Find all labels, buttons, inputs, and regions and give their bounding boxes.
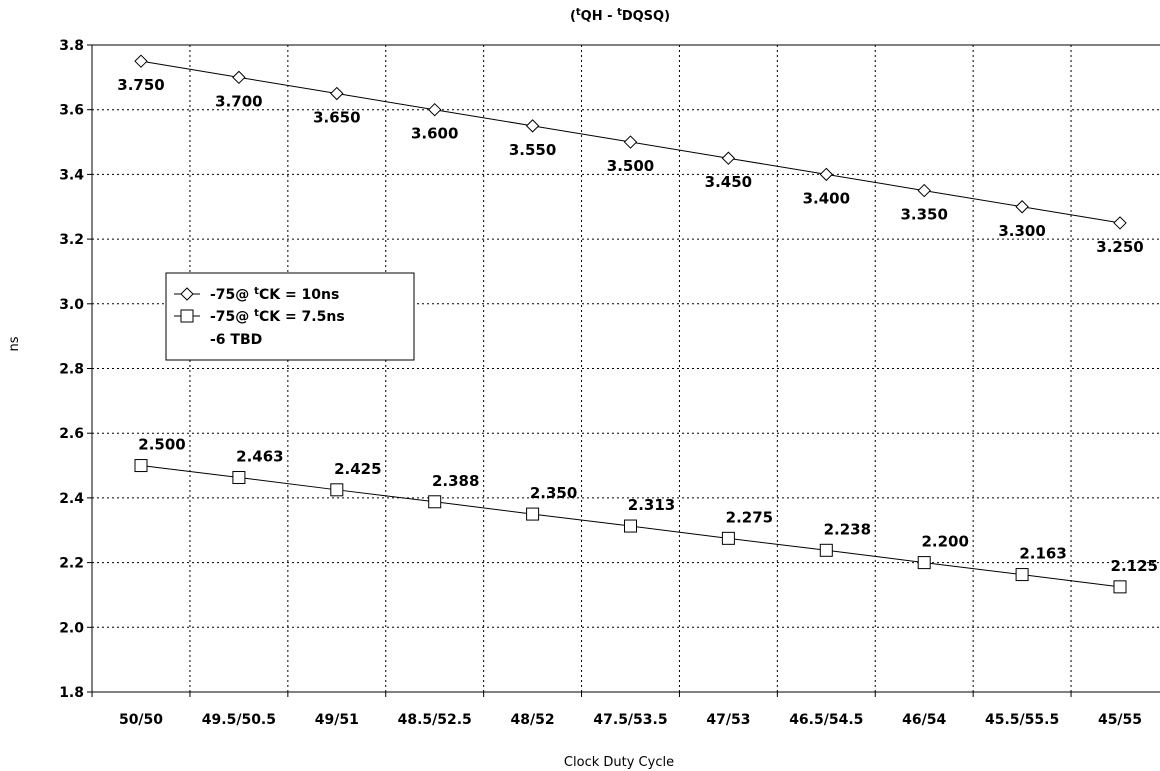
point-marker-diamond: [1113, 216, 1127, 230]
point-marker-diamond: [623, 135, 638, 149]
data-label: 2.388: [432, 472, 479, 490]
data-label: 2.238: [824, 520, 871, 538]
point-marker-square: [330, 483, 344, 497]
legend-box: [165, 272, 415, 361]
point-marker-square: [624, 519, 637, 533]
series-group: [134, 54, 1127, 594]
legend-note: -6 TBD: [210, 332, 262, 348]
y-tick-label: 3.0: [59, 297, 84, 313]
x-tick-label: 47/53: [706, 712, 750, 728]
point-marker-square: [721, 531, 735, 545]
chart-title: (tQH - tDQSQ): [570, 7, 670, 24]
point-marker-diamond: [330, 86, 344, 101]
point-marker-diamond: [1015, 200, 1029, 214]
data-label: 2.500: [138, 436, 185, 454]
point-marker-square: [1113, 580, 1127, 594]
data-label: 3.300: [998, 222, 1045, 240]
data-label: 3.250: [1096, 238, 1143, 256]
data-labels: 3.750 3.700 3.650 3.600 3.550 3.500 3.450 3.400…: [117, 76, 1158, 575]
point-marker-diamond: [525, 119, 540, 133]
x-tick-label: 48.5/52.5: [398, 712, 472, 728]
legend-marker-square: [180, 309, 194, 323]
point-marker-square: [232, 471, 246, 485]
x-tick-label: 50/50: [119, 712, 163, 728]
x-tick-label: 49/51: [315, 712, 359, 728]
legend: -75@ tCK = 10ns -75@ tCK = 7.5ns -6 TBD: [165, 272, 415, 361]
data-label: 3.700: [215, 92, 262, 110]
point-marker-square: [917, 556, 931, 570]
y-tick-label: 2.8: [59, 362, 84, 378]
data-label: 3.650: [313, 109, 360, 127]
x-tick-label: 45.5/55.5: [985, 712, 1059, 728]
data-label: 3.600: [411, 125, 458, 143]
data-label: 3.400: [803, 189, 850, 207]
data-label: 3.500: [607, 157, 654, 175]
data-label: 3.550: [509, 141, 556, 159]
data-label: 3.350: [900, 206, 947, 224]
x-tick-label: 49.5/50.5: [202, 712, 276, 728]
data-label: 3.450: [705, 173, 752, 191]
point-marker-diamond: [232, 70, 246, 85]
point-marker-square: [819, 543, 833, 557]
point-marker-square: [1015, 568, 1029, 582]
data-label: 2.425: [334, 460, 381, 478]
data-label: 2.350: [530, 484, 577, 502]
y-tick-labels: 1.8 2.0 2.2 2.4 2.6 2.8 3.0 3.2 3.4 3.6 3.8: [59, 38, 84, 701]
axes: [87, 44, 1160, 697]
y-tick-label: 2.4: [59, 491, 84, 507]
y-tick-label: 2.6: [59, 426, 84, 442]
data-label: 2.200: [921, 533, 968, 551]
y-tick-label: 3.8: [59, 38, 84, 54]
point-marker-diamond: [427, 102, 442, 117]
y-axis-label: ns: [7, 336, 22, 351]
point-marker-diamond: [917, 183, 931, 198]
y-tick-label: 3.6: [59, 103, 84, 119]
point-marker-diamond: [721, 151, 736, 165]
x-tick-label: 46.5/54.5: [789, 712, 863, 728]
data-label: 3.750: [117, 76, 164, 94]
y-tick-label: 3.2: [59, 232, 84, 248]
data-label: 2.313: [628, 496, 675, 514]
legend-marker-diamond: [180, 287, 194, 301]
point-marker-square: [526, 507, 540, 521]
x-tick-label: 48/52: [511, 712, 555, 728]
x-tick-label: 45/55: [1098, 712, 1142, 728]
y-tick-label: 2.2: [59, 556, 84, 572]
x-axis-label: Clock Duty Cycle: [564, 755, 674, 770]
data-label: 2.125: [1111, 557, 1158, 575]
data-label: 2.463: [236, 448, 283, 466]
legend-label-series-1: -75@ tCK = 10ns: [210, 286, 339, 303]
point-marker-square: [428, 495, 442, 509]
point-marker-diamond: [819, 167, 834, 182]
legend-label-series-2: -75@ tCK = 7.5ns: [210, 308, 345, 325]
y-tick-label: 3.4: [59, 167, 84, 183]
x-tick-labels: 50/50 49.5/50.5 49/51 48.5/52.5 48/52 47.5/53…: [119, 712, 1142, 728]
point-marker-square: [134, 459, 148, 473]
data-label: 2.163: [1019, 545, 1066, 563]
y-tick-label: 2.0: [59, 620, 84, 636]
point-marker-diamond: [134, 54, 148, 68]
data-label: 2.275: [726, 508, 773, 526]
y-tick-label: 1.8: [59, 685, 84, 701]
x-tick-label: 47.5/53.5: [593, 712, 667, 728]
x-tick-label: 46/54: [902, 712, 946, 728]
